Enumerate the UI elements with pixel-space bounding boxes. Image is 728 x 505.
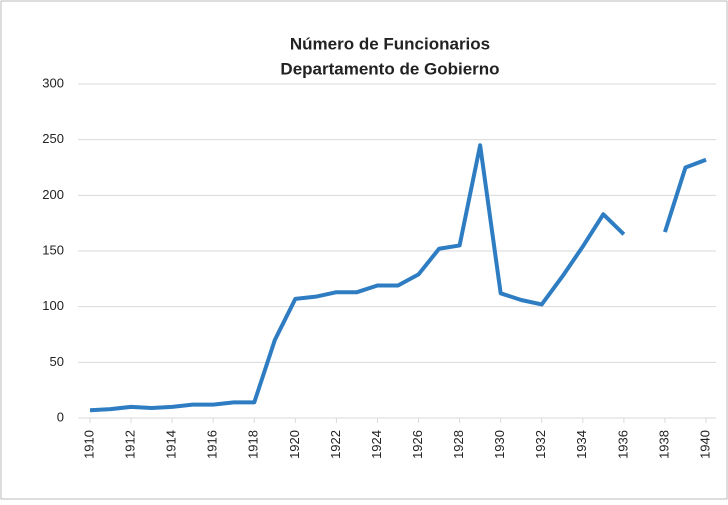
- data-line: [89, 143, 707, 413]
- chart-subtitle: Departamento de Gobierno: [280, 59, 499, 78]
- x-tick-label: 1928: [451, 430, 466, 459]
- x-tick-label: 1934: [574, 430, 589, 459]
- x-tick-label: 1922: [328, 430, 343, 459]
- x-tick-label: 1916: [205, 430, 220, 459]
- y-tick-label: 100: [42, 298, 64, 313]
- chart-title: Número de Funcionarios: [290, 34, 490, 53]
- x-tick-label: 1940: [697, 430, 712, 459]
- x-tick-label: 1932: [533, 430, 548, 459]
- x-tick-label: 1910: [81, 430, 96, 459]
- x-tick-label: 1912: [123, 430, 138, 459]
- y-tick-label: 250: [42, 131, 64, 146]
- x-tick-label: 1936: [615, 430, 630, 459]
- y-tick-label: 150: [42, 242, 64, 257]
- x-tick-label: 1930: [492, 430, 507, 459]
- y-tick-label: 200: [42, 187, 64, 202]
- x-tick-label: 1918: [246, 430, 261, 459]
- x-tick-label: 1938: [656, 430, 671, 459]
- x-tick-label: 1914: [164, 430, 179, 459]
- x-tick-label: 1926: [410, 430, 425, 459]
- y-tick-label: 300: [42, 75, 64, 90]
- y-tick-label: 0: [57, 409, 64, 424]
- x-tick-label: 1920: [287, 430, 302, 459]
- y-tick-label: 50: [50, 354, 64, 369]
- x-tick-label: 1924: [369, 430, 384, 459]
